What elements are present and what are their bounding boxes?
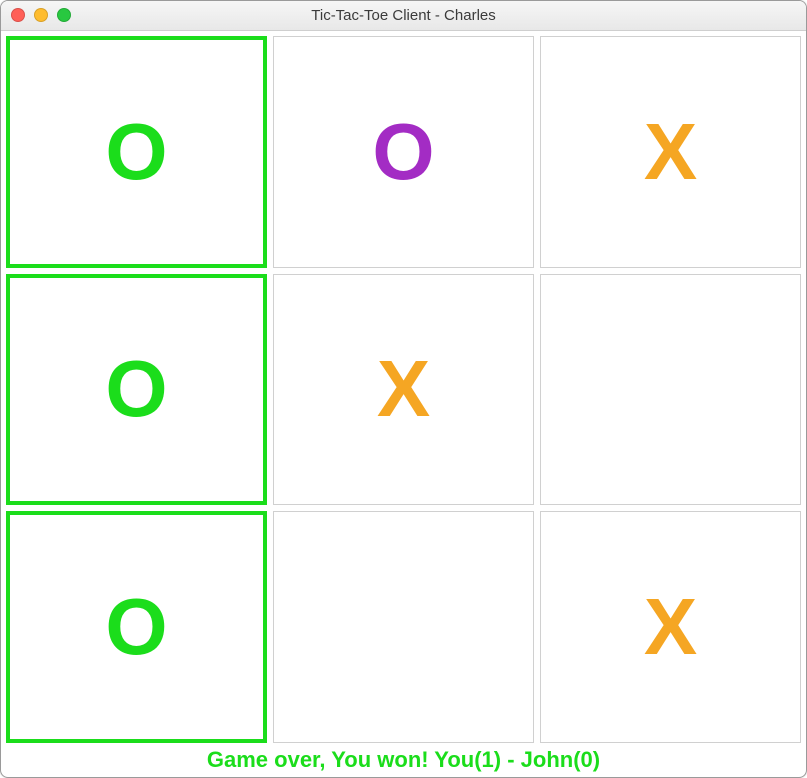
board-cell-0[interactable]: O	[6, 36, 267, 268]
board-cell-1[interactable]: O	[273, 36, 534, 268]
traffic-lights	[11, 8, 71, 22]
board-cell-6[interactable]: O	[6, 511, 267, 743]
content-area: O O X O X O X Game over, You won! You(1)…	[1, 31, 806, 777]
board-cell-3[interactable]: O	[6, 274, 267, 506]
board-cell-5[interactable]	[540, 274, 801, 506]
board-cell-4[interactable]: X	[273, 274, 534, 506]
board-cell-8[interactable]: X	[540, 511, 801, 743]
status-text: Game over, You won! You(1) - John(0)	[6, 743, 801, 775]
board-cell-7[interactable]	[273, 511, 534, 743]
window-title: Tic-Tac-Toe Client - Charles	[311, 7, 496, 24]
maximize-icon[interactable]	[57, 8, 71, 22]
board-cell-2[interactable]: X	[540, 36, 801, 268]
close-icon[interactable]	[11, 8, 25, 22]
app-window: Tic-Tac-Toe Client - Charles O O X O X O…	[0, 0, 807, 778]
minimize-icon[interactable]	[34, 8, 48, 22]
game-board: O O X O X O X	[6, 36, 801, 743]
titlebar: Tic-Tac-Toe Client - Charles	[1, 1, 806, 31]
